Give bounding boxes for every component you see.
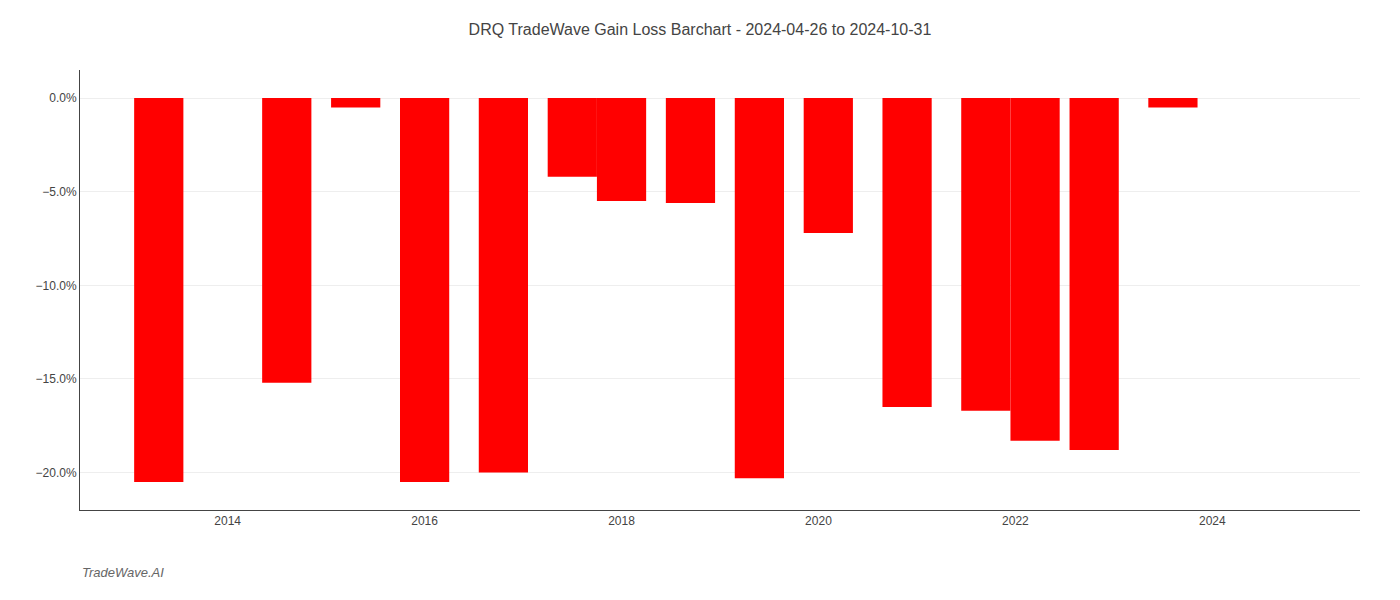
svg-text:2020: 2020 [805, 514, 832, 528]
svg-text:DRQ TradeWave Gain Loss Barcha: DRQ TradeWave Gain Loss Barchart - 2024-… [469, 21, 932, 38]
svg-text:TradeWave.AI: TradeWave.AI [82, 565, 164, 580]
svg-text:−5.0%: −5.0% [42, 185, 77, 199]
svg-text:2022: 2022 [1002, 514, 1029, 528]
svg-text:2018: 2018 [608, 514, 635, 528]
svg-text:2024: 2024 [1199, 514, 1226, 528]
svg-text:0.0%: 0.0% [49, 91, 77, 105]
svg-text:−15.0%: −15.0% [36, 372, 77, 386]
svg-text:−20.0%: −20.0% [36, 466, 77, 480]
svg-text:2014: 2014 [214, 514, 241, 528]
svg-text:2016: 2016 [411, 514, 438, 528]
svg-text:−10.0%: −10.0% [36, 279, 77, 293]
